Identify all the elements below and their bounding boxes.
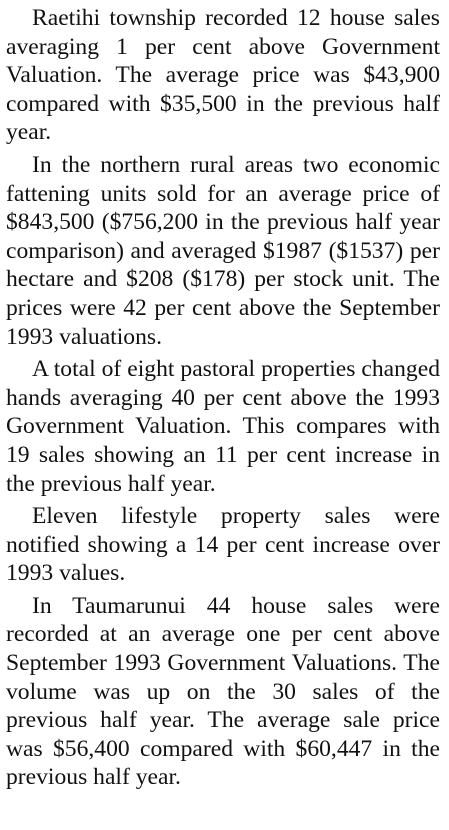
- article-column: Raetihi township recorded 12 house sales…: [6, 4, 440, 792]
- paragraph-raetihi-house-sales: Raetihi township recorded 12 house sales…: [6, 5, 440, 146]
- paragraph-pastoral-properties: A total of eight pastoral properties cha…: [6, 356, 440, 497]
- paragraph-lifestyle-properties: Eleven lifestyle property sales were not…: [6, 503, 440, 587]
- paragraph-northern-rural-areas: In the northern rural areas two economic…: [6, 151, 440, 350]
- paragraph-taumarunui-house-sales: In Taumarunui 44 house sales were record…: [6, 592, 440, 791]
